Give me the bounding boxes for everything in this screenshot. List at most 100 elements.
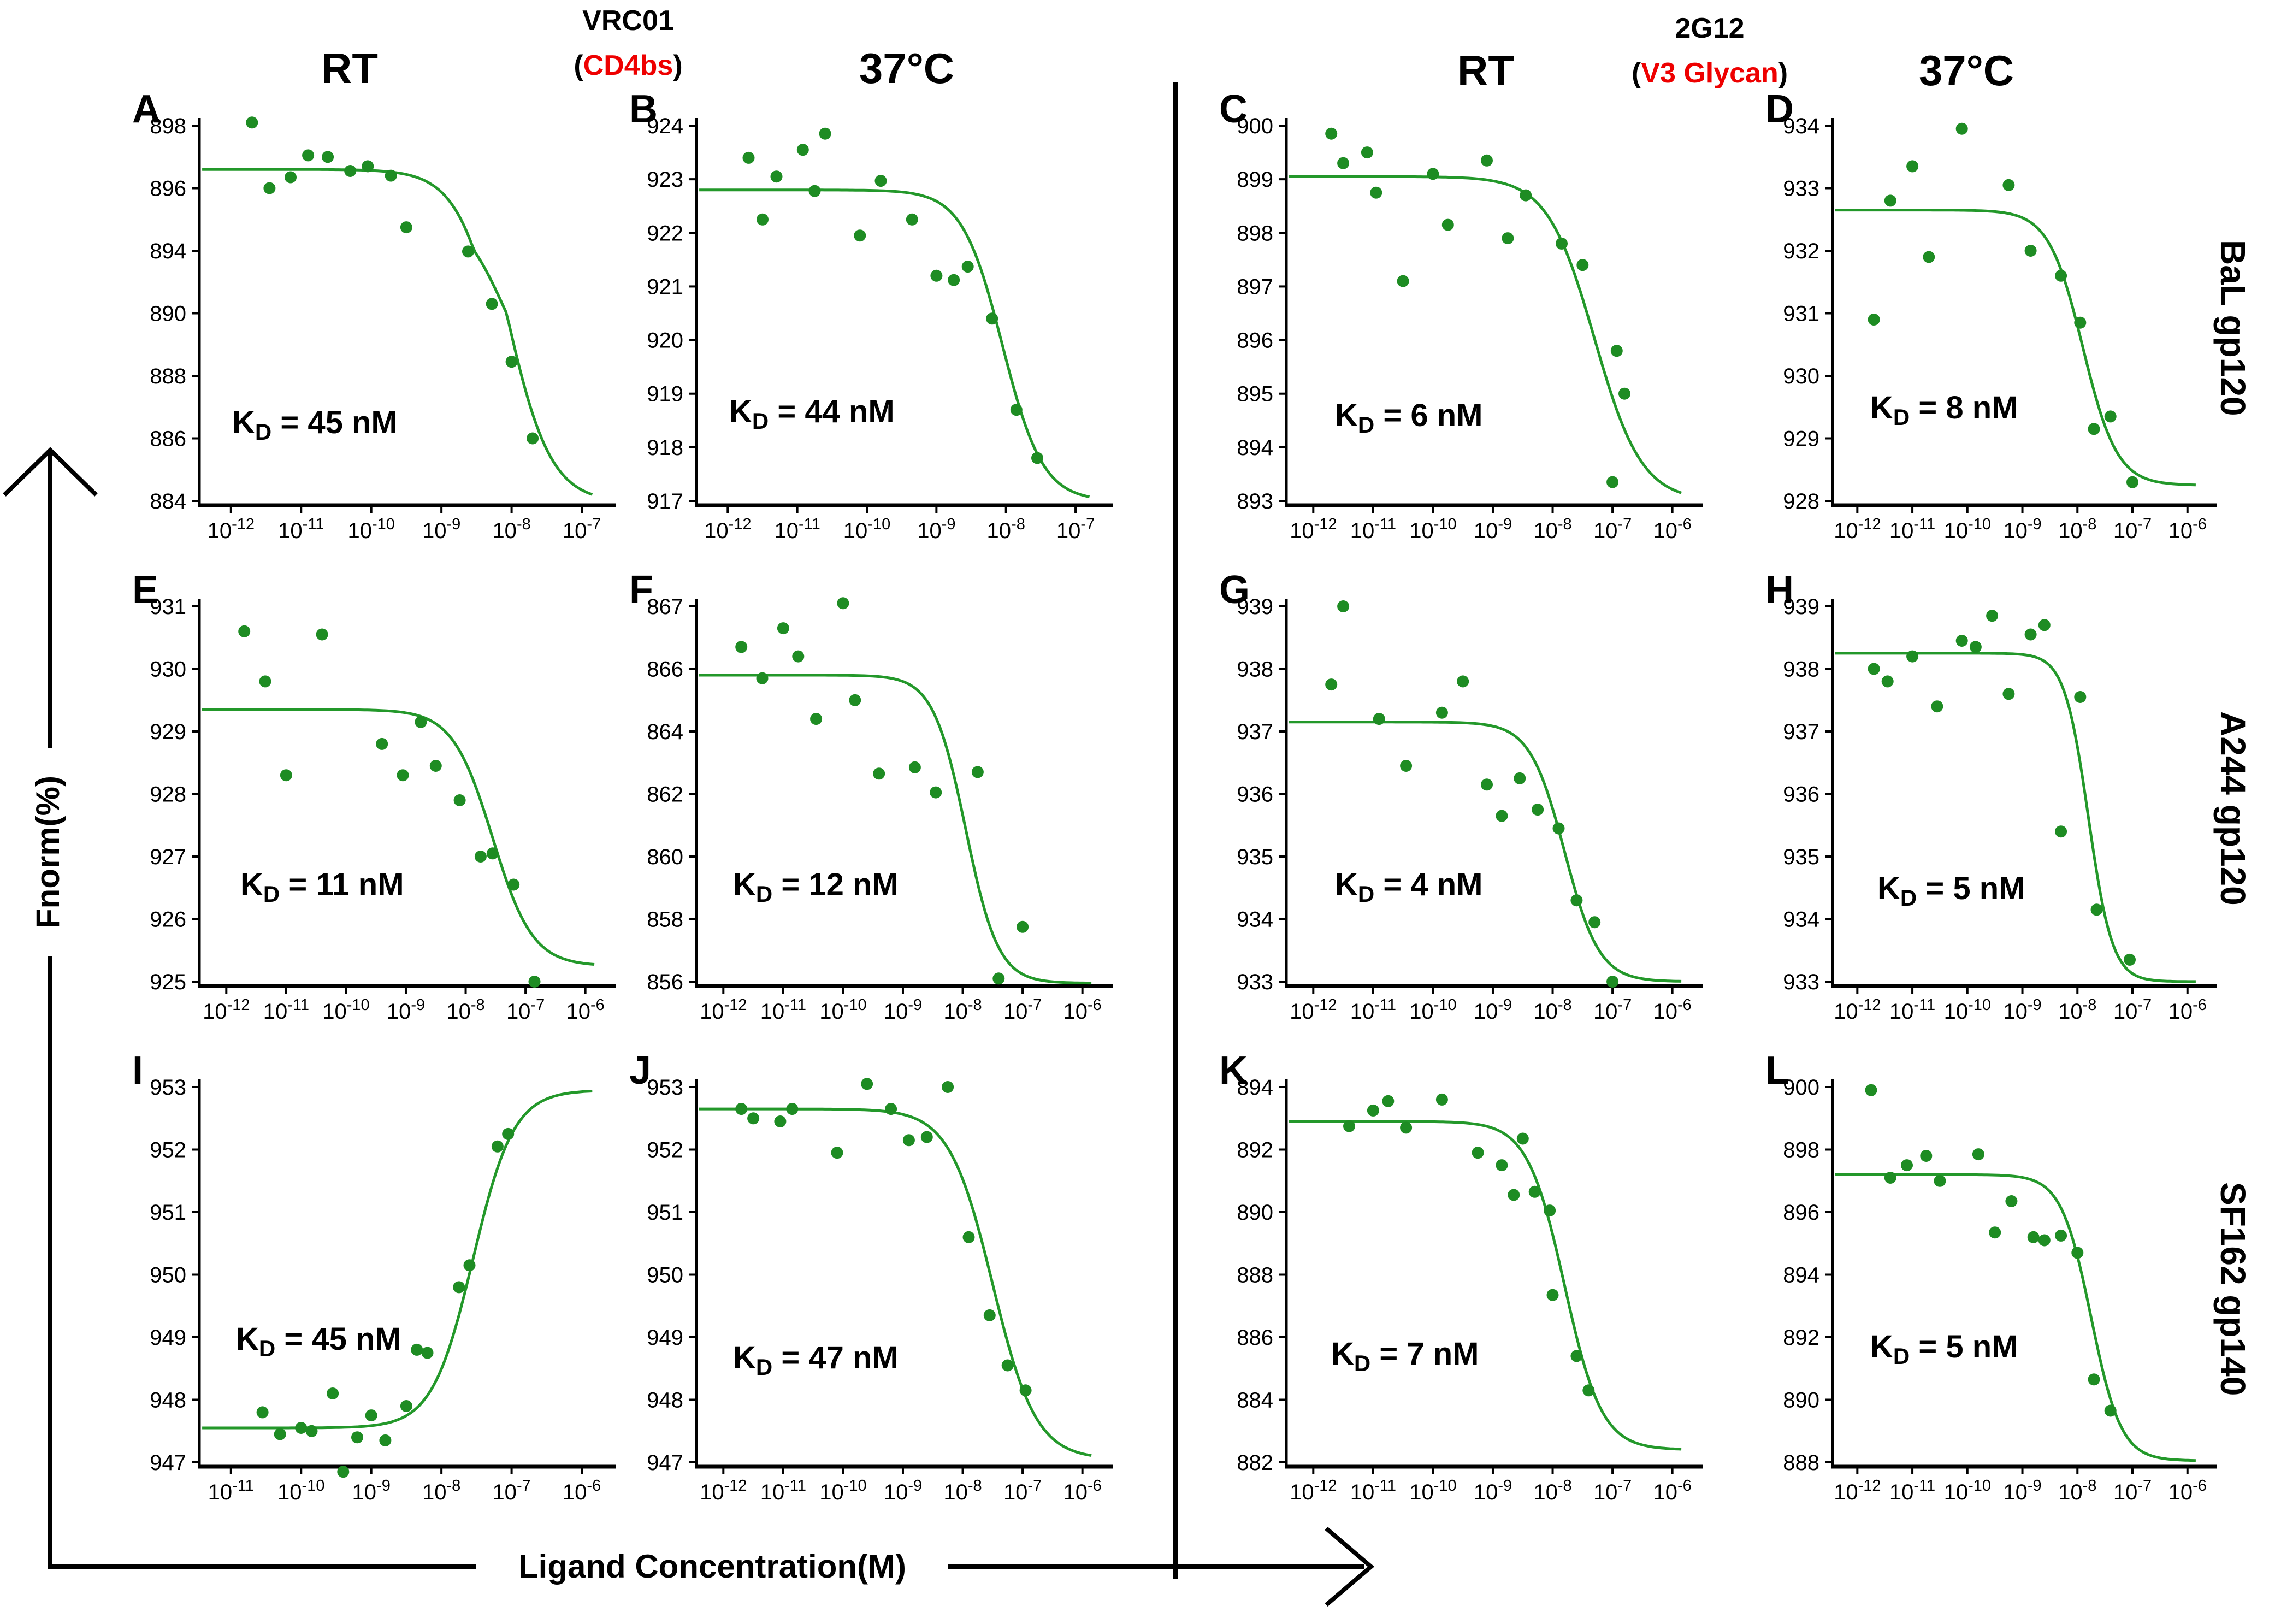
- y-tick-label: 934: [1783, 114, 1819, 138]
- data-point: [415, 716, 427, 728]
- y-tick-label: 934: [1783, 908, 1819, 932]
- y-tick-label: 948: [647, 1389, 683, 1413]
- data-point: [1427, 168, 1439, 180]
- x-tick-label: 10-7: [2113, 996, 2152, 1024]
- data-point: [1496, 810, 1508, 822]
- column-divider: [1173, 82, 1178, 1579]
- y-tick-label: 929: [150, 720, 186, 744]
- x-tick-label: 10-8: [446, 996, 484, 1024]
- data-point: [1931, 700, 1943, 713]
- y-tick-label: 935: [1783, 845, 1819, 869]
- y-tick-label: 922: [647, 221, 683, 245]
- y-tick-label: 928: [150, 783, 186, 807]
- data-point: [2074, 316, 2087, 329]
- x-tick-label: 10-8: [987, 516, 1025, 543]
- x-tick-label: 10-6: [1063, 1477, 1102, 1504]
- panel-letter: L: [1765, 1049, 1789, 1092]
- panel-I: 953 952 951 950 949 948 947 10-11 10-10 10-9 10-8 1…: [131, 1049, 623, 1532]
- data-point: [849, 694, 861, 706]
- y-tick-label: 894: [150, 239, 186, 263]
- data-point: [2038, 1234, 2051, 1247]
- kd-label: KD = 12 nM: [733, 867, 899, 907]
- col-header-rt-right: RT: [1457, 46, 1514, 95]
- fit-curve: [202, 708, 595, 966]
- fit-curve: [699, 1107, 1092, 1457]
- data-point: [1325, 678, 1338, 691]
- y-tick-label: 920: [647, 329, 683, 353]
- panel-G-chart: 939 938 937 936 935 934 933 10-12 10-11 10-10 10-9…: [1219, 568, 1703, 1024]
- data-point: [1868, 663, 1880, 675]
- x-tick-label: 10-10: [347, 516, 394, 543]
- data-point: [1337, 157, 1350, 169]
- panel-G: 939 938 937 936 935 934 933 10-12 10-11 10-10 10-9…: [1218, 568, 1710, 1052]
- data-point: [986, 312, 998, 325]
- x-tick-label: 10-8: [1533, 516, 1571, 543]
- y-tick-label: 882: [1237, 1451, 1273, 1475]
- panel-A: 898 896 894 890 888 886 884 10-12 10-11 10-10 10-9…: [131, 87, 623, 571]
- x-tick-label: 10-12: [1834, 1477, 1881, 1504]
- kd-label: KD = 5 nM: [1877, 871, 2025, 911]
- y-tick-label: 862: [647, 783, 683, 807]
- x-tick-label: 10-7: [1003, 996, 1042, 1024]
- y-tick-label: 934: [1237, 908, 1273, 932]
- data-point: [453, 1281, 465, 1294]
- y-tick-label: 937: [1783, 720, 1819, 744]
- x-tick-label: 10-10: [819, 996, 866, 1024]
- data-point: [1865, 1084, 1877, 1096]
- data-point: [792, 650, 805, 663]
- x-tick-label: 10-11: [1350, 516, 1396, 543]
- y-tick-label: 924: [647, 114, 683, 138]
- y-tick-label: 949: [647, 1326, 683, 1350]
- y-tick-label: 930: [150, 658, 186, 682]
- x-tick-label: 10-9: [2003, 516, 2041, 543]
- y-tick-label: 896: [1783, 1201, 1819, 1225]
- data-point: [1544, 1204, 1556, 1217]
- data-point: [770, 170, 783, 183]
- data-point: [906, 213, 918, 226]
- data-point: [2024, 628, 2037, 641]
- x-tick-label: 10-9: [884, 1477, 922, 1504]
- data-point: [1552, 822, 1565, 835]
- data-point: [1576, 259, 1589, 271]
- x-tick-label: 10-9: [917, 516, 955, 543]
- y-tick-label: 927: [150, 845, 186, 869]
- panel-letter: J: [629, 1049, 651, 1092]
- data-point: [365, 1409, 377, 1422]
- data-point: [507, 878, 520, 891]
- data-point: [1588, 916, 1601, 929]
- x-tick-label: 10-7: [1593, 516, 1632, 543]
- x-tick-label: 10-10: [819, 1477, 866, 1504]
- x-tick-label: 10-9: [2003, 1477, 2041, 1504]
- x-tick-label: 10-7: [2113, 516, 2152, 543]
- x-tick-label: 10-6: [2168, 996, 2207, 1024]
- x-tick-label: 10-12: [704, 516, 751, 543]
- panel-J: 953 952 951 950 949 948 947 10-12 10-11 10-10 10-9…: [628, 1049, 1120, 1532]
- y-tick-label: 864: [647, 720, 683, 744]
- y-tick-label: 950: [150, 1263, 186, 1288]
- data-point: [1361, 146, 1373, 159]
- data-point: [861, 1078, 873, 1090]
- panel-letter: C: [1219, 87, 1248, 131]
- data-point: [1546, 1289, 1559, 1301]
- data-point: [902, 1134, 915, 1147]
- panel-letter: K: [1219, 1049, 1248, 1092]
- panel-H: 939 938 937 936 935 934 933 10-12 10-11 10-10 10-9…: [1764, 568, 2223, 1052]
- data-point: [854, 229, 866, 242]
- y-tick-label: 884: [150, 489, 186, 513]
- data-point: [874, 175, 887, 187]
- y-tick-label: 935: [1237, 845, 1273, 869]
- y-tick-label: 894: [1237, 436, 1273, 460]
- y-tick-label: 896: [150, 177, 186, 201]
- data-point: [961, 261, 974, 273]
- data-point: [1502, 232, 1514, 245]
- panel-letter: E: [132, 568, 158, 612]
- y-tick-label: 888: [1783, 1451, 1819, 1475]
- col-header-rt-left: RT: [321, 44, 378, 92]
- kd-label: KD = 4 nM: [1335, 867, 1482, 907]
- data-point: [808, 185, 821, 197]
- x-tick-label: 10-7: [492, 1477, 530, 1504]
- data-point: [1514, 772, 1526, 784]
- x-tick-label: 10-6: [1063, 996, 1102, 1024]
- data-point: [992, 972, 1005, 985]
- data-point: [1570, 894, 1583, 907]
